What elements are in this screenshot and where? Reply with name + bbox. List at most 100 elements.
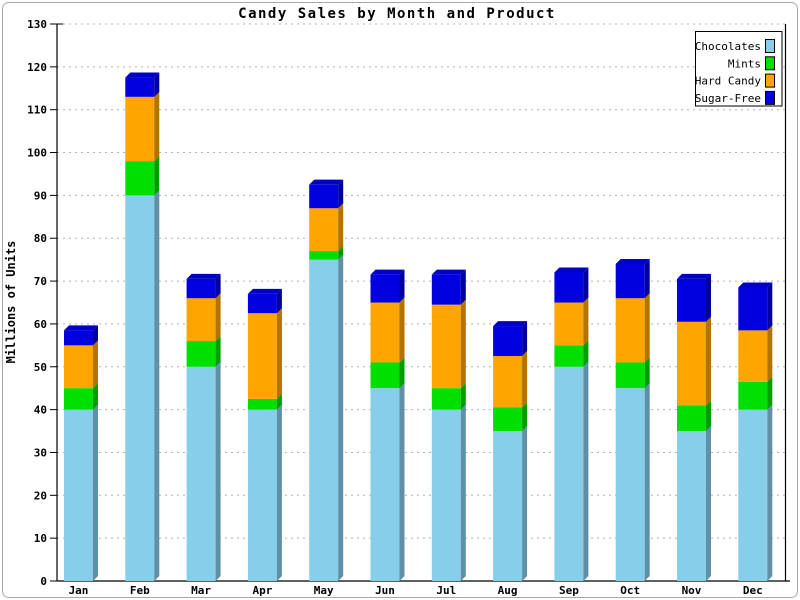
y-tick-label: 100 bbox=[27, 147, 47, 160]
bar-segment-Oct-Chocolates bbox=[615, 388, 645, 581]
bar-segment-side-face bbox=[338, 246, 344, 260]
bar-segment-Dec-Hard-Candy bbox=[738, 330, 768, 382]
bar-segment-Jun-Hard-Candy bbox=[370, 302, 400, 363]
y-tick-label: 80 bbox=[34, 232, 47, 245]
bar-segment-Mar-Chocolates bbox=[186, 366, 216, 581]
bar-segment-side-face bbox=[460, 383, 466, 410]
bar-segment-side-face bbox=[399, 269, 405, 303]
bar-segment-side-face bbox=[460, 299, 466, 389]
bar-segment-Dec-Mints bbox=[738, 381, 768, 410]
bar-segment-Jul-Sugar-Free bbox=[431, 274, 461, 305]
bar-top-face bbox=[431, 269, 466, 275]
bar-segment-May-Mints bbox=[309, 251, 339, 260]
bar-top-face bbox=[615, 258, 650, 264]
bar-segment-side-face bbox=[767, 282, 773, 331]
y-tick-label: 130 bbox=[27, 18, 47, 31]
x-tick-label-Aug: Aug bbox=[498, 584, 518, 597]
bar-Feb bbox=[125, 72, 160, 581]
bar-segment-side-face bbox=[583, 361, 589, 581]
bar-segment-Apr-Chocolates bbox=[247, 409, 277, 581]
bar-segment-side-face bbox=[154, 72, 160, 97]
bar-segment-side-face bbox=[338, 179, 344, 209]
bar-segment-side-face bbox=[93, 340, 98, 389]
x-tick-label-Jun: Jun bbox=[375, 584, 395, 597]
bar-segment-Aug-Mints bbox=[493, 407, 523, 432]
y-tick-label: 20 bbox=[34, 489, 47, 502]
y-tick-label: 60 bbox=[34, 318, 47, 331]
bar-segment-Dec-Sugar-Free bbox=[738, 287, 768, 331]
bar-segment-Feb-Mints bbox=[125, 161, 155, 196]
legend-label-Mints: Mints bbox=[728, 57, 761, 70]
bar-segment-side-face bbox=[399, 383, 405, 581]
bar-top-face bbox=[125, 72, 160, 78]
bar-Sep bbox=[554, 267, 589, 581]
legend-swatch-Sugar-Free bbox=[765, 90, 775, 105]
bar-top-face bbox=[247, 288, 282, 294]
y-tick-label: 70 bbox=[34, 275, 47, 288]
bar-segment-side-face bbox=[215, 293, 221, 342]
x-tick-label-Feb: Feb bbox=[130, 584, 150, 597]
y-tick-label: 0 bbox=[40, 575, 47, 588]
y-tick-label: 10 bbox=[34, 532, 47, 545]
bar-segment-Jul-Hard-Candy bbox=[431, 304, 461, 389]
bar-segment-side-face bbox=[276, 404, 282, 581]
x-tick-label-Dec: Dec bbox=[743, 584, 763, 597]
bar-top-face bbox=[677, 273, 711, 279]
bar-segment-side-face bbox=[522, 426, 528, 581]
bar-segment-Mar-Mints bbox=[186, 341, 216, 367]
bar-segment-Apr-Mints bbox=[247, 398, 277, 410]
bar-segment-side-face bbox=[522, 351, 528, 408]
bar-Mar bbox=[186, 273, 221, 581]
x-tick-label-Nov: Nov bbox=[682, 584, 702, 597]
bar-segment-Nov-Hard-Candy bbox=[677, 321, 706, 406]
bar-segment-side-face bbox=[706, 316, 711, 406]
bar-segment-May-Hard-Candy bbox=[309, 208, 339, 252]
y-tick-label: 90 bbox=[34, 189, 47, 202]
bar-segment-side-face bbox=[93, 404, 98, 581]
x-tick-label-Jul: Jul bbox=[436, 584, 456, 597]
bar-segment-side-face bbox=[644, 383, 650, 581]
bar-top-face bbox=[493, 321, 528, 327]
bar-segment-side-face bbox=[154, 91, 160, 162]
bar-Oct bbox=[615, 258, 650, 581]
bar-segment-Jan-Sugar-Free bbox=[64, 330, 93, 346]
bar-segment-side-face bbox=[583, 340, 589, 367]
bar-segment-Aug-Hard-Candy bbox=[493, 356, 523, 408]
y-axis-title: Millions of Units bbox=[4, 241, 18, 364]
bar-segment-side-face bbox=[276, 288, 282, 314]
bar-Nov bbox=[677, 273, 711, 581]
bar-segment-side-face bbox=[276, 393, 282, 410]
x-tick-label-Mar: Mar bbox=[191, 584, 211, 597]
bar-top-face bbox=[64, 325, 98, 331]
y-tick-label: 40 bbox=[34, 404, 47, 417]
bar-segment-side-face bbox=[460, 269, 466, 305]
bar-segment-Mar-Sugar-Free bbox=[186, 278, 216, 299]
bar-segment-side-face bbox=[93, 325, 98, 346]
legend-label-Hard-Candy: Hard Candy bbox=[695, 75, 762, 88]
bar-segment-Nov-Sugar-Free bbox=[677, 278, 706, 322]
bar-Apr bbox=[247, 288, 282, 581]
bar-segment-side-face bbox=[399, 297, 405, 363]
bar-Jun bbox=[370, 269, 405, 581]
bar-Dec bbox=[738, 282, 773, 581]
bar-segment-Apr-Hard-Candy bbox=[247, 313, 277, 399]
legend-swatch-Mints bbox=[765, 56, 775, 71]
bar-segment-side-face bbox=[644, 293, 650, 363]
legend-label-Sugar-Free: Sugar-Free bbox=[695, 92, 761, 105]
bar-segment-side-face bbox=[154, 156, 160, 196]
bar-segment-Aug-Chocolates bbox=[493, 431, 523, 581]
bar-top-face bbox=[554, 267, 589, 273]
bar-segment-Jan-Chocolates bbox=[64, 409, 93, 581]
bar-segment-side-face bbox=[338, 254, 344, 581]
chart-title: Candy Sales by Month and Product bbox=[238, 6, 556, 22]
bar-segment-Aug-Sugar-Free bbox=[493, 326, 523, 357]
bar-segment-side-face bbox=[399, 357, 405, 389]
bar-segment-Nov-Mints bbox=[677, 405, 706, 432]
bar-segment-side-face bbox=[644, 258, 650, 299]
bar-segment-Jun-Mints bbox=[370, 362, 400, 389]
bar-segment-side-face bbox=[644, 357, 650, 389]
bar-segment-side-face bbox=[215, 361, 221, 581]
bar-segment-side-face bbox=[583, 297, 589, 346]
x-tick-label-Jan: Jan bbox=[69, 584, 89, 597]
